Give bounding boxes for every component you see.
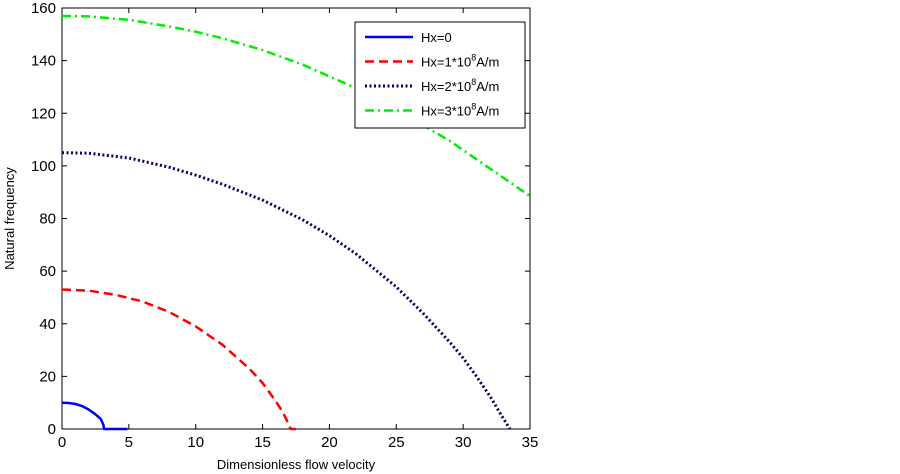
y-tick-label: 0 (48, 421, 56, 438)
legend-label-exponent: 8 (471, 77, 476, 87)
legend-label-4: Hx=3*108A/m (421, 102, 499, 119)
x-tick-label: 15 (254, 434, 271, 451)
legend-label-unit: A/m (476, 55, 499, 70)
legend-box (354, 21, 526, 129)
y-tick-label: 100 (31, 158, 56, 175)
y-tick-label: 60 (39, 263, 56, 280)
legend-label-2: Hx=1*108A/m (421, 53, 499, 70)
x-tick-label: 10 (187, 434, 204, 451)
y-tick-label: 40 (39, 316, 56, 333)
x-tick-label: 5 (125, 434, 133, 451)
x-tick-label: 20 (321, 434, 338, 451)
legend-label-base: Hx=0 (421, 30, 452, 45)
legend-label-unit: A/m (476, 79, 499, 94)
legend-label-exponent: 8 (471, 53, 476, 63)
legend-label-base: Hx=1*10 (421, 55, 471, 70)
x-tick-label: 35 (522, 434, 539, 451)
legend-label-base: Hx=2*10 (421, 79, 471, 94)
legend-label-exponent: 8 (471, 102, 476, 112)
series-line-3 (61, 151, 512, 430)
legend-label-3: Hx=2*108A/m (421, 77, 499, 94)
x-axis-label: Dimensionless flow velocity (217, 457, 376, 472)
legend-label-1: Hx=0 (421, 30, 452, 45)
y-tick-label: 20 (39, 368, 56, 385)
legend: Hx=0Hx=1*108A/mHx=2*108A/mHx=3*108A/m (354, 21, 526, 129)
series-line-1 (61, 401, 128, 431)
x-tick-label: 0 (58, 434, 66, 451)
y-axis-label: Natural frequency (2, 167, 17, 270)
y-tick-label: 140 (31, 53, 56, 70)
y-tick-label: 160 (31, 0, 56, 17)
y-tick-label: 120 (31, 105, 56, 122)
y-tick-label: 80 (39, 211, 56, 228)
axis-ticks: 0 5 10 15 20 25 30 35 0 20 40 60 80 100 120 140 160 (31, 0, 538, 451)
x-tick-label: 30 (455, 434, 472, 451)
x-tick-label: 25 (388, 434, 405, 451)
series-line-2 (61, 288, 296, 431)
legend-label-unit: A/m (476, 104, 499, 119)
legend-label-base: Hx=3*10 (421, 104, 471, 119)
